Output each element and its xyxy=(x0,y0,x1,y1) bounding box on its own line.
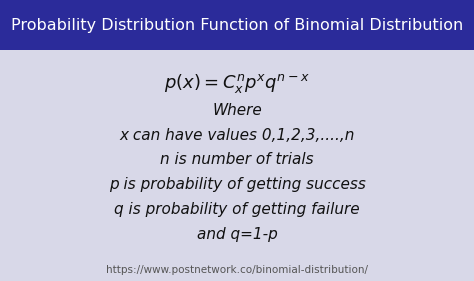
Text: q is probability of getting failure: q is probability of getting failure xyxy=(114,202,360,217)
Text: $p(x) = C_x^n p^x q^{n-x}$: $p(x) = C_x^n p^x q^{n-x}$ xyxy=(164,72,310,95)
Text: https://www.postnetwork.co/binomial-distribution/: https://www.postnetwork.co/binomial-dist… xyxy=(106,265,368,275)
Bar xyxy=(0,0,474,50)
Text: n is number of trials: n is number of trials xyxy=(160,152,314,167)
Text: p is probability of getting success: p is probability of getting success xyxy=(109,177,365,192)
Text: Probability Distribution Function of Binomial Distribution: Probability Distribution Function of Bin… xyxy=(11,17,463,33)
Text: and q=1-p: and q=1-p xyxy=(197,226,277,242)
Text: Where: Where xyxy=(212,103,262,118)
Text: x can have values 0,1,2,3,....,n: x can have values 0,1,2,3,....,n xyxy=(119,128,355,143)
